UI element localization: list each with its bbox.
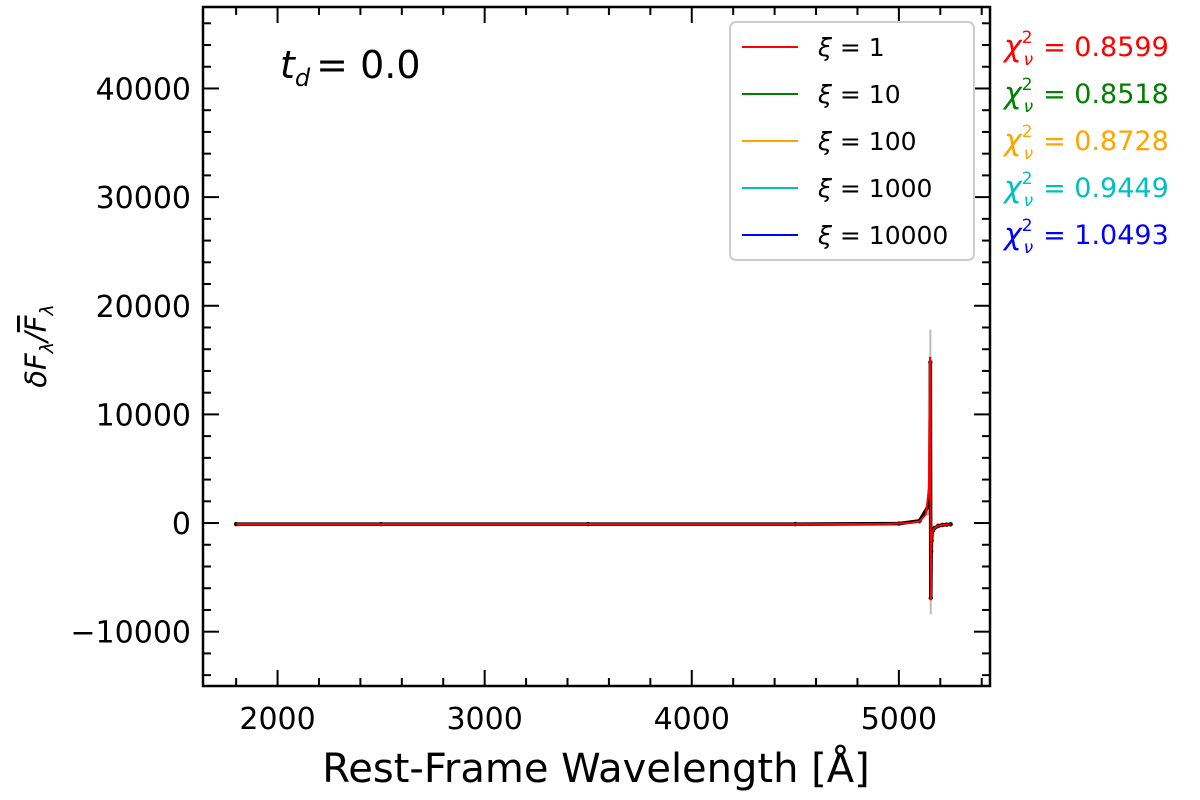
legend-label: ξ = 1000 [817,174,932,203]
y-tick-label: 10000 [96,398,191,433]
observed-line [236,362,951,599]
x-tick-label: 2000 [239,702,315,737]
legend-label: ξ = 100 [817,127,917,156]
series-line [236,356,951,601]
x-tick-label: 3000 [446,702,522,737]
y-tick-label: 0 [172,507,191,542]
legend: ξ = 1 ξ = 10 ξ = 100 ξ = 1000 ξ = 10000 [729,21,975,261]
y-axis-title: δFλ/Fλ [19,304,58,387]
y-tick-label: −10000 [70,616,191,651]
chi-squared-label: χ2 ν = 0.8518 [1002,75,1169,117]
y-tick-label: 40000 [96,72,191,107]
plot-frame [201,5,992,688]
legend-label: ξ = 10 [817,80,901,109]
tick-labels: 2000 3000 4000 5000 −10000 0 10000 20000 30000 40… [70,72,937,737]
chi-squared-label: χ2 ν = 0.8728 [1002,122,1169,164]
legend-label: ξ = 1 [817,33,885,62]
legend-box [729,21,975,261]
chi-squared-label: χ2 ν = 0.9449 [1002,169,1169,211]
legend-label: ξ = 10000 [817,221,948,250]
chi-squared-labels: χ2 ν = 0.8599 χ2 ν = 0.8518 χ2 ν = 0.8728 χ2 ν = 0.… [1002,28,1169,258]
y-tick-label: 20000 [96,290,191,325]
chi-squared-label: χ2 ν = 1.0493 [1002,216,1169,258]
x-axis-title: Rest-Frame Wavelength [Å] [322,744,869,792]
model-series [236,356,951,601]
time-delay-annotation: td = 0.0 [280,43,421,92]
x-tick-label: 4000 [654,702,730,737]
chi-squared-label: χ2 ν = 0.8599 [1002,28,1169,70]
y-tick-label: 30000 [96,181,191,216]
x-tick-label: 5000 [861,702,937,737]
observed-data [233,329,953,615]
axis-ticks [203,7,990,686]
